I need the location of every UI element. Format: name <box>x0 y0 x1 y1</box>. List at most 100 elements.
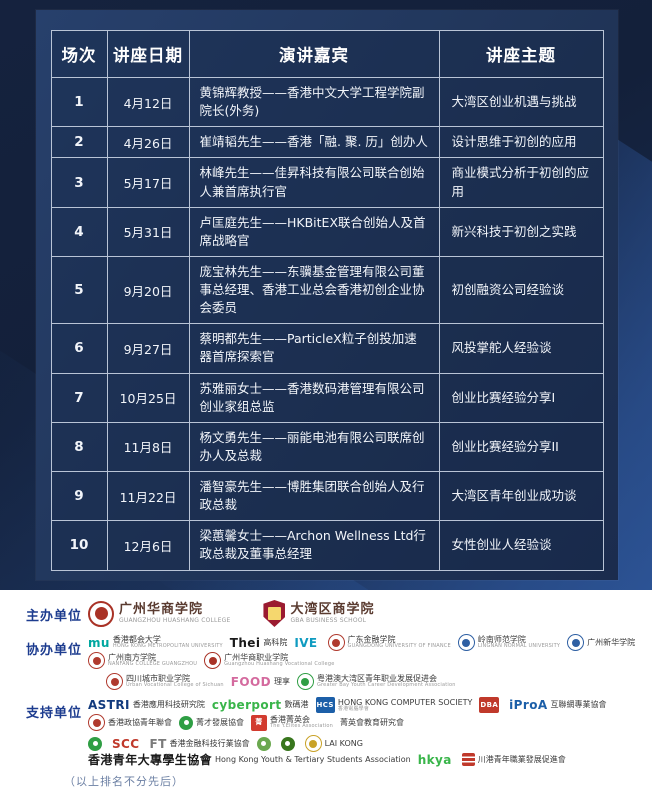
speaker-name: 梁蕙馨女士——Archon Wellness Ltd行政总裁及董事总经理 <box>188 520 440 571</box>
emblem-icon <box>88 600 114 627</box>
logo-name: 广州华商学院 <box>119 601 204 617</box>
supporters-row: 支持单位 ASTRI 香港應用科技研究院 cyberport 數碼港 <box>0 693 652 769</box>
lecture-date: 4月26日 <box>106 126 190 159</box>
co-organizers-row: 协办单位 mu 香港都会大学 HONG KONG METROPOLITAN UN… <box>0 630 652 693</box>
logo-wordmark: 香港青年大專學生協會 <box>88 752 213 767</box>
table-row: 10 12月6日 梁蕙馨女士——Archon Wellness Ltd行政总裁及… <box>50 520 604 571</box>
logo-name: 广州华商职业学院 <box>224 653 289 663</box>
lecture-date: 12月6日 <box>106 520 190 571</box>
emblem-icon <box>88 714 105 731</box>
logo-wordmark: Thei <box>229 635 261 650</box>
lecture-date: 5月31日 <box>106 206 190 257</box>
logo-name: 菁英會教育研究會 <box>339 717 404 727</box>
supporter-logo: 菁英會教育研究會 <box>340 718 404 727</box>
sponsors-section: 主办单位 广州华商学院 GUANGZHOU HUASHANG COLLEGE 大… <box>0 590 652 788</box>
supporters-label: 支持单位 <box>26 706 83 721</box>
schedule-table: 场次 讲座日期 演讲嘉宾 讲座主题 1 4月12日 黄锦辉教授——香港中文大学工… <box>50 30 604 571</box>
logo-wordmark: HCS <box>315 697 335 713</box>
co-organizer-logo: 广州南方学院 NANFANG COLLEGE GUANGZHOU <box>88 652 197 669</box>
session-number: 6 <box>50 323 108 374</box>
speaker-name: 黄锦辉教授——香港中文大学工程学院副院长(外务) <box>188 76 440 128</box>
logo-wordmark: 菁 <box>251 714 267 731</box>
co-organizers-label: 协办单位 <box>26 643 83 658</box>
logo-subtitle: The Y.Elites Association <box>270 723 333 730</box>
organizers-label: 主办单位 <box>26 609 83 624</box>
supporter-logo <box>256 736 274 751</box>
lecture-date: 9月20日 <box>106 255 190 325</box>
logo-subtitle: Guangzhou Huashang Vocational College <box>224 661 335 668</box>
table-row: 4 5月31日 卢匡庭先生——HKBitEX联合创始人及首席战略官 新兴科技于初… <box>50 206 604 257</box>
emblem-icon <box>179 715 193 730</box>
logo-name: 香港菁英会 <box>270 715 310 725</box>
logo-name: 香港政協青年聯會 <box>108 717 172 727</box>
co-organizer-logo: mu 香港都会大学 HONG KONG METROPOLITAN UNIVERS… <box>88 635 223 650</box>
logo-wordmark: DBA <box>479 697 500 713</box>
logo-subtitle: Urban Vocational College of Sichuan <box>126 682 224 689</box>
logo-subtitle: GUANGZHOU HUASHANG COLLEGE <box>119 616 231 624</box>
logo-name: 香港應用科技研究院 <box>132 700 205 710</box>
lecture-date: 9月27日 <box>106 323 190 374</box>
logo-subtitle: NANFANG COLLEGE GUANGZHOU <box>108 661 198 668</box>
co-organizer-logo: Thei 高科院 <box>230 637 288 649</box>
emblem-icon <box>280 736 295 751</box>
logo-wordmark: FT <box>149 736 167 751</box>
logo-name: 大湾区商学院 <box>290 601 375 617</box>
emblem-icon <box>204 652 222 669</box>
co-organizer-logo: 广东金融学院 GUANGDONG UNIVERSITY OF FINANCE <box>327 634 451 651</box>
emblem-icon <box>256 736 271 751</box>
table-row: 7 10月25日 苏雅丽女士——香港数码港管理有限公司创业家组总监 创业比赛经验… <box>50 372 604 423</box>
logo-subtitle: 香港電腦學會 <box>337 705 370 712</box>
lecture-topic: 新兴科技于初创之实践 <box>438 206 604 257</box>
supporter-logo: HCS HONG KONG COMPUTER SOCIETY 香港電腦學會 <box>315 697 473 713</box>
logo-wordmark: IVE <box>294 635 318 650</box>
supporter-logo <box>280 736 298 751</box>
logo-name: 互聯網專業協會 <box>550 700 607 710</box>
logo-wordmark: iProA <box>509 698 548 712</box>
header-speaker: 演讲嘉宾 <box>188 30 440 78</box>
logo-wordmark: FOOD <box>230 674 271 689</box>
logo-subtitle: LINGNAN NORMAL UNIVERSITY <box>477 643 561 650</box>
speaker-name: 蔡明都先生——ParticleX粒子创投加速器首席探索官 <box>188 323 440 374</box>
speaker-name: 苏雅丽女士——香港数码港管理有限公司创业家组总监 <box>188 372 440 423</box>
supporter-logo: FT 香港金融科技行業協會 <box>149 738 249 750</box>
lecture-topic: 初创融资公司经验谈 <box>438 255 604 325</box>
lecture-date: 5月17日 <box>106 157 190 208</box>
speaker-name: 崔靖韬先生——香港「融. 聚. 历」创办人 <box>188 126 440 159</box>
logo-name: 四川城市职业学院 <box>126 674 190 684</box>
logo-name: 粤港澳大湾区青年职业发展促进会 <box>316 674 437 684</box>
supporter-logo: SCC <box>112 738 142 750</box>
table-panel: 场次 讲座日期 演讲嘉宾 讲座主题 1 4月12日 黄锦辉教授——香港中文大学工… <box>36 10 618 580</box>
lecture-topic: 创业比赛经验分享II <box>438 421 604 473</box>
table-row: 9 11月22日 潘智豪先生——博胜集团联合创始人及行政总裁 大湾区青年创业成功… <box>50 470 604 522</box>
logo-subtitle: GBA BUSINESS SCHOOL <box>290 616 367 624</box>
logo-name: 广东金融学院 <box>347 635 396 645</box>
co-organizer-logo: IVE <box>294 637 320 649</box>
logo-subtitle: GUANGDONG UNIVERSITY OF FINANCE <box>347 643 451 650</box>
emblem-icon <box>327 634 345 651</box>
session-number: 4 <box>50 206 108 257</box>
logo-subtitle: HONG KONG METROPOLITAN UNIVERSITY <box>112 643 223 650</box>
logo-name: Hong Kong Youth & Tertiary Students Asso… <box>215 754 411 764</box>
co-organizer-logo: 广州新华学院 <box>567 634 635 651</box>
supporter-logo: LAI KONG <box>304 735 363 752</box>
table-row: 5 9月20日 庞宝林先生——东骥基金管理有限公司董事总经理、香港工业总会香港初… <box>50 255 604 325</box>
lecture-topic: 大湾区创业机遇与挑战 <box>438 76 604 128</box>
supporter-logo: 菁 香港菁英会 The Y.Elites Association <box>251 714 333 731</box>
organizer-logo: 广州华商学院 GUANGZHOU HUASHANG COLLEGE <box>88 600 231 627</box>
session-number: 1 <box>50 76 108 128</box>
supporter-logo: cyberport 數碼港 <box>212 699 309 711</box>
table-row: 3 5月17日 林峰先生——佳昇科技有限公司联合创始人兼首席执行官 商业模式分析… <box>50 157 604 208</box>
logo-name: 广州新华学院 <box>587 637 636 647</box>
logo-name: HONG KONG COMPUTER SOCIETY <box>337 697 473 707</box>
emblem-icon <box>296 673 314 690</box>
logo-subtitle: Greater Bay Youth Career Development Ass… <box>316 682 456 689</box>
logo-wordmark: cyberport <box>211 698 282 712</box>
lecture-topic: 女性创业人经验谈 <box>438 520 604 571</box>
header-session: 场次 <box>50 30 108 78</box>
speaker-name: 杨文勇先生——丽能电池有限公司联席创办人及总裁 <box>188 421 440 473</box>
session-number: 9 <box>50 470 108 522</box>
supporter-logo: 香港青年大專學生協會 Hong Kong Youth & Tertiary St… <box>88 754 411 766</box>
lecture-date: 11月22日 <box>106 470 190 522</box>
emblem-icon <box>461 753 475 766</box>
speaker-name: 潘智豪先生——博胜集团联合创始人及行政总裁 <box>188 470 440 522</box>
